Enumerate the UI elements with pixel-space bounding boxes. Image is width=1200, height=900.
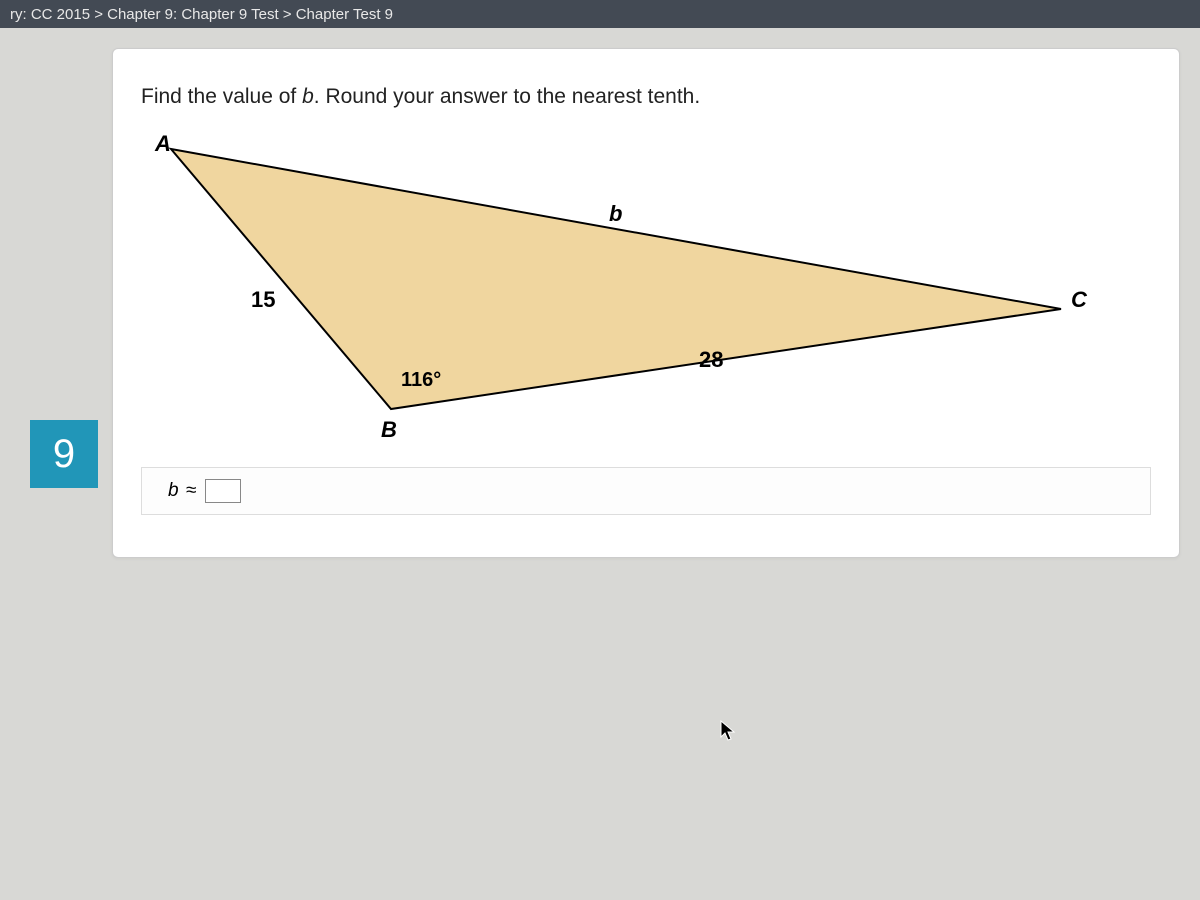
- question-number-text: 9: [53, 432, 75, 477]
- question-prompt: Find the value of b. Round your answer t…: [141, 85, 700, 109]
- answer-label: b ≈: [168, 480, 197, 502]
- triangle-diagram: A B C b 15 28 116°: [141, 129, 1101, 439]
- triangle-svg: [141, 129, 1101, 439]
- answer-row: b ≈: [141, 467, 1151, 515]
- prompt-prefix: Find the value of: [141, 85, 302, 108]
- breadcrumb-text: ry: CC 2015 > Chapter 9: Chapter 9 Test …: [10, 6, 393, 23]
- question-panel: Find the value of b. Round your answer t…: [112, 48, 1180, 558]
- answer-input[interactable]: [205, 479, 241, 503]
- breadcrumb[interactable]: ry: CC 2015 > Chapter 9: Chapter 9 Test …: [0, 0, 1200, 28]
- prompt-suffix: . Round your answer to the nearest tenth…: [314, 85, 700, 108]
- vertex-C-label: C: [1071, 287, 1087, 313]
- cursor-icon: [720, 720, 736, 742]
- angle-B-label: 116°: [401, 369, 441, 392]
- side-a-label: 28: [699, 347, 723, 373]
- vertex-A-label: A: [155, 131, 171, 157]
- side-c-label: 15: [251, 287, 275, 313]
- prompt-variable: b: [302, 85, 314, 108]
- question-number-badge: 9: [30, 420, 98, 488]
- side-b-label: b: [609, 201, 622, 227]
- triangle-polygon: [171, 149, 1061, 409]
- vertex-B-label: B: [381, 417, 397, 443]
